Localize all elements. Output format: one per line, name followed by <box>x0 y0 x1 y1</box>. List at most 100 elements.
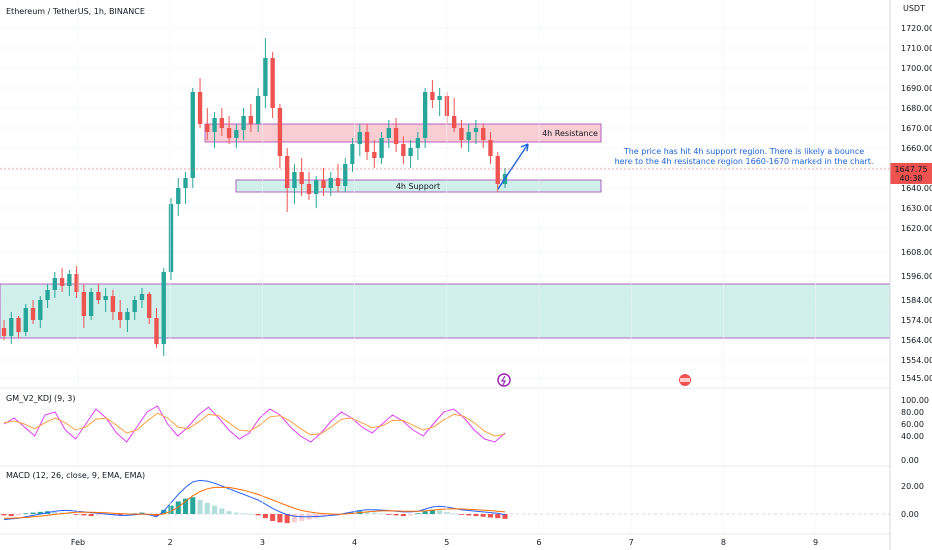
candle-body <box>183 178 188 188</box>
lightning-event-icon[interactable] <box>497 373 511 387</box>
price-tick-label: 1660.00 <box>901 144 932 153</box>
macd-histogram-bar <box>1 514 7 516</box>
price-tick-label: 1720.00 <box>901 24 932 33</box>
candle-body <box>30 308 36 320</box>
support-zone <box>235 179 602 193</box>
macd-histogram-bar <box>66 513 72 515</box>
time-tick-label: 9 <box>813 538 818 547</box>
candle-body <box>357 132 362 144</box>
time-tick-label: 8 <box>721 538 726 547</box>
macd-histogram-bar <box>233 512 239 514</box>
price-tick-label: 1710.00 <box>901 44 932 53</box>
time-axis: Feb 2 3 4 5 6 7 8 9 <box>71 0 818 547</box>
candlesticks <box>1 38 508 356</box>
price-tick-label: 1574.00 <box>901 316 932 325</box>
macd-histogram-bar <box>487 514 494 518</box>
candle-body <box>110 296 116 312</box>
macd-histogram-bar <box>415 513 421 515</box>
kdj-d-line <box>3 412 506 437</box>
candle-body <box>212 118 217 132</box>
macd-histogram-bar <box>400 514 406 517</box>
candle-body <box>117 312 123 320</box>
candle-body <box>263 58 268 96</box>
flag-stripe-icon <box>680 378 690 382</box>
annotation-line-2: here to the 4h resistance region 1660-16… <box>615 157 874 166</box>
candle-body <box>284 156 290 188</box>
macd-histogram-bar <box>291 514 297 523</box>
candle-body <box>176 188 181 204</box>
candle-body <box>328 178 333 188</box>
macd-histogram-bar <box>495 514 501 519</box>
macd-histogram-bar <box>451 513 457 515</box>
time-tick-label: 5 <box>444 538 449 547</box>
price-tick-label: 1620.00 <box>901 224 932 233</box>
macd-histogram-bar <box>364 511 370 514</box>
macd-title: MACD (12, 26, close, 9, EMA, EMA) <box>6 471 145 480</box>
candle-body <box>488 140 493 156</box>
candle-body <box>45 290 50 300</box>
macd-histogram-bar <box>88 514 94 517</box>
candle-body <box>161 272 166 344</box>
macd-tick-label: 0.00 <box>901 510 919 519</box>
time-tick-label: 6 <box>536 538 541 547</box>
kdj-tick-label: 100.00 <box>901 396 929 405</box>
candle-body <box>190 92 195 178</box>
candle-body <box>139 294 145 300</box>
last-price-value: 1647.75 <box>894 165 927 174</box>
candle-body <box>88 292 94 316</box>
macd-histogram-bar <box>37 511 43 514</box>
macd-histogram-bar <box>386 514 392 515</box>
candle-body <box>154 318 159 344</box>
candle-body <box>23 308 28 332</box>
candle-body <box>52 278 58 290</box>
bar-countdown: 40:38 <box>899 174 922 183</box>
macd-histogram-bar <box>190 497 196 514</box>
kdj-k-line <box>3 405 506 443</box>
macd-histogram-bar <box>30 512 36 514</box>
macd-histogram-bar <box>161 509 167 514</box>
macd-histogram-bar <box>466 514 472 516</box>
kdj-title: GM_V2_KDJ (9, 3) <box>6 394 75 403</box>
price-tick-label: 1584.00 <box>901 296 932 305</box>
candle-body <box>393 128 399 144</box>
price-tick-label: 1680.00 <box>901 104 932 113</box>
macd-histogram-bar <box>379 513 385 515</box>
support-zone-label: 4h Support <box>396 182 440 191</box>
macd-histogram-bar <box>168 505 174 514</box>
macd-indicator: 20.00 0.00 <box>0 479 924 524</box>
candle-body <box>415 138 421 148</box>
candle-body <box>335 178 341 186</box>
macd-histogram-bar <box>458 514 464 515</box>
macd-histogram-bar <box>408 514 414 516</box>
resistance-zone-label: 4h Resistance <box>542 129 598 138</box>
candle-body <box>147 294 152 318</box>
candle-body <box>81 292 87 316</box>
candle-body <box>481 128 486 140</box>
candle-body <box>16 318 21 332</box>
macd-histogram-bar <box>212 505 218 514</box>
candle-body <box>132 300 137 312</box>
price-unit: USDT <box>903 4 925 13</box>
candle-body <box>125 312 130 320</box>
candle-body <box>422 92 428 138</box>
candle-body <box>219 118 225 128</box>
price-tick-label: 1564.00 <box>901 336 932 345</box>
candle-body <box>451 116 457 128</box>
candle-body <box>343 164 348 186</box>
candle-body <box>96 292 101 300</box>
macd-histogram-bar <box>226 511 232 514</box>
candle-body <box>103 296 108 300</box>
macd-histogram-bar <box>429 509 435 514</box>
price-tick-label: 1690.00 <box>901 84 932 93</box>
candle-body <box>430 92 435 100</box>
candle-body <box>9 318 14 336</box>
macd-histogram-bar <box>197 500 203 514</box>
lightning-glyph-icon <box>500 375 506 386</box>
macd-histogram-bar <box>262 514 268 519</box>
macd-histogram-bar <box>23 513 29 515</box>
kdj-tick-label: 60.00 <box>901 420 924 429</box>
macd-signal-line <box>4 486 506 519</box>
price-tick-label: 1630.00 <box>901 204 932 213</box>
candle-body <box>364 132 370 152</box>
